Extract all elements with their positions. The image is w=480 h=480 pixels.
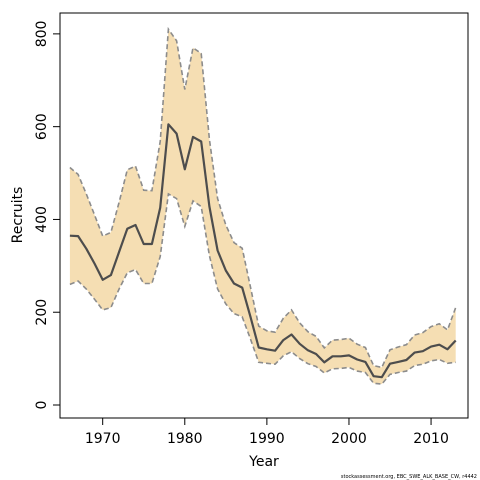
confidence-band (69, 29, 456, 385)
x-axis: 1970 1980 1990 2000 2010 (85, 418, 449, 447)
x-tick-label: 1980 (167, 431, 203, 447)
x-tick-label: 2010 (413, 431, 449, 447)
x-axis-title: Year (248, 454, 279, 470)
series-layer (69, 26, 457, 385)
y-tick-label: 800 (34, 21, 50, 48)
source-caption: stockassessment.org, EBC_SWE_ALK_BASE_CW… (341, 474, 477, 480)
upper-bound-line (69, 26, 457, 369)
y-tick-label: 400 (34, 206, 50, 233)
y-axis: 0 200 400 600 800 (34, 21, 60, 410)
x-tick-label: 1990 (249, 431, 285, 447)
y-axis-title: Recruits (10, 187, 26, 244)
y-tick-label: 600 (34, 113, 50, 140)
plot-frame (59, 12, 469, 419)
confidence-band-layer (69, 29, 456, 385)
recruits-estimate-line (69, 123, 457, 379)
y-tick-label: 0 (34, 401, 50, 410)
x-tick-label: 2000 (331, 431, 367, 447)
lower-bound-line (69, 192, 456, 385)
x-tick-label: 1970 (85, 431, 121, 447)
y-tick-label: 200 (34, 299, 50, 326)
